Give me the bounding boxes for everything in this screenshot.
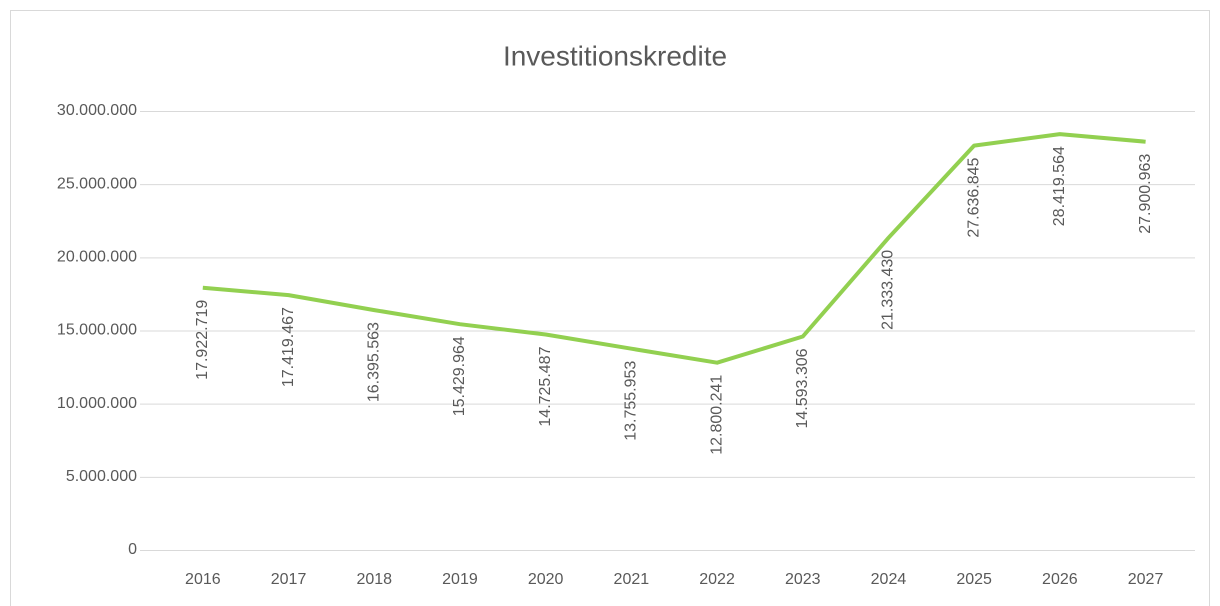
x-tick-label: 2023	[785, 571, 821, 588]
x-tick-label: 2020	[528, 571, 564, 588]
y-tick-label: 20.000.000	[57, 249, 137, 266]
chart-border	[10, 10, 1210, 606]
data-label: 17.922.719	[194, 300, 211, 380]
y-tick-label: 0	[128, 541, 137, 558]
y-tick-label: 25.000.000	[57, 175, 137, 192]
x-tick-label: 2026	[1042, 571, 1078, 588]
data-label: 15.429.964	[451, 336, 468, 416]
data-label: 28.419.564	[1051, 146, 1068, 226]
data-label: 17.419.467	[280, 307, 297, 387]
y-tick-label: 5.000.000	[66, 468, 137, 485]
chart-title: Investitionskredite	[503, 40, 727, 71]
data-label: 16.395.563	[365, 322, 382, 402]
data-line	[202, 132, 1146, 365]
data-label: 13.755.953	[623, 361, 640, 441]
data-label: 27.900.963	[1137, 154, 1154, 234]
x-tick-label: 2022	[699, 571, 735, 588]
x-tick-label: 2019	[442, 571, 478, 588]
data-label: 27.636.845	[965, 157, 982, 237]
x-tick-label: 2027	[1128, 571, 1164, 588]
x-tick-label: 2018	[356, 571, 392, 588]
data-label: 14.725.487	[537, 346, 554, 426]
y-tick-label: 15.000.000	[57, 322, 137, 339]
x-tick-label: 2021	[614, 571, 650, 588]
x-tick-label: 2016	[185, 571, 221, 588]
x-tick-label: 2025	[956, 571, 992, 588]
data-label: 21.333.430	[880, 250, 897, 330]
data-label: 14.593.306	[794, 348, 811, 428]
x-tick-label: 2024	[871, 571, 907, 588]
x-tick-label: 2017	[271, 571, 307, 588]
y-tick-label: 30.000.000	[57, 102, 137, 119]
y-tick-label: 10.000.000	[57, 395, 137, 412]
data-label: 12.800.241	[708, 375, 725, 455]
